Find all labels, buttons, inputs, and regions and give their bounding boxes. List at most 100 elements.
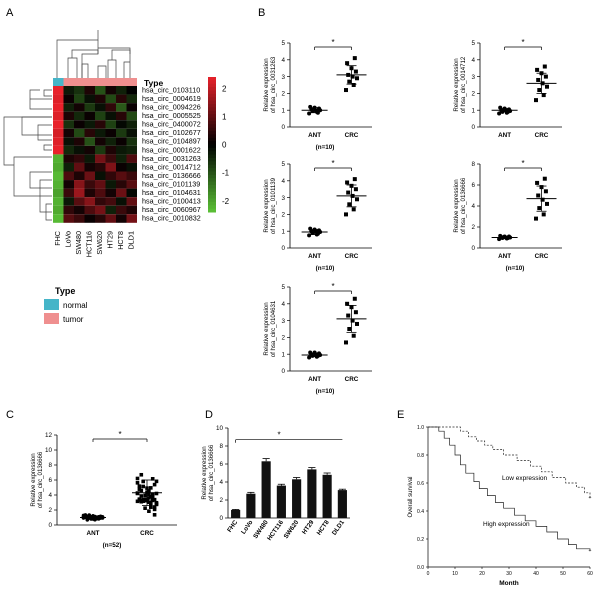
colorbar-segment bbox=[208, 205, 216, 210]
data-point-crc bbox=[353, 69, 358, 74]
colorbar-segment bbox=[208, 80, 216, 85]
gene-label: hsa_circ_0100413 bbox=[142, 197, 201, 206]
heatmap-cell bbox=[116, 128, 127, 138]
data-point-crc bbox=[344, 212, 348, 217]
x-tick-label: 20 bbox=[479, 571, 485, 577]
y-tick-label: 2 bbox=[48, 507, 52, 514]
data-point-crc bbox=[347, 202, 352, 207]
colorbar-tick-label: 2 bbox=[222, 84, 227, 93]
heatmap-cell bbox=[116, 188, 127, 198]
heatmap-cell bbox=[53, 180, 64, 189]
y-tick-label: 6 bbox=[48, 477, 52, 484]
heatmap-cell bbox=[74, 197, 85, 206]
series-label-low: Low expression bbox=[502, 475, 548, 482]
heatmap-cell bbox=[84, 94, 95, 104]
sample-label: HCT116 bbox=[85, 231, 94, 257]
significance-marker: * bbox=[331, 38, 334, 47]
y-tick-label: 4 bbox=[219, 479, 223, 486]
heatmap-cell bbox=[84, 162, 95, 172]
x-tick-label: CRC bbox=[345, 376, 359, 383]
data-point-crc bbox=[355, 76, 359, 81]
x-tick-label: 10 bbox=[452, 571, 458, 577]
data-point-crc bbox=[352, 177, 357, 182]
x-tick-label: 30 bbox=[506, 571, 512, 577]
data-point-crc bbox=[350, 74, 355, 79]
heatmap-cell bbox=[105, 86, 116, 95]
data-point-crc bbox=[353, 310, 358, 315]
x-tick-label: 40 bbox=[533, 571, 539, 577]
y-tick-label: 0.6 bbox=[417, 481, 424, 487]
data-point-crc bbox=[355, 197, 359, 202]
y-tick-label: 3 bbox=[471, 74, 475, 81]
colorbar-segment bbox=[208, 100, 216, 105]
heatmap-cell bbox=[116, 214, 127, 223]
y-tick-label: 0.2 bbox=[417, 537, 424, 543]
data-point-ant bbox=[498, 233, 503, 238]
legend-label-tumor: tumor bbox=[63, 315, 84, 324]
heatmap-cell bbox=[116, 86, 127, 95]
data-point-ant bbox=[308, 104, 313, 109]
y-tick-label: 1 bbox=[281, 107, 285, 114]
heatmap-cell bbox=[126, 111, 137, 121]
x-tick-label: ANT bbox=[308, 376, 321, 383]
heatmap-cell bbox=[63, 103, 74, 112]
bar-sw480 bbox=[261, 461, 271, 518]
heatmap-cell bbox=[105, 94, 116, 104]
heatmap-cell bbox=[105, 128, 116, 138]
sample-label: FHC bbox=[53, 231, 62, 246]
heatmap-cell bbox=[126, 145, 137, 155]
y-tick-label: 5 bbox=[281, 40, 285, 47]
y-tick-label: 5 bbox=[281, 284, 285, 291]
y-tick-label: 4 bbox=[471, 57, 475, 64]
y-tick-label: 0.4 bbox=[417, 509, 424, 515]
scatter-plot-5: 0 2 4 6 8 10 12 Relative expression of hsa_circ_… bbox=[30, 430, 177, 549]
data-point-crc bbox=[141, 497, 145, 502]
heatmap-cell bbox=[74, 205, 85, 215]
heatmap-legend: normal tumor bbox=[44, 299, 88, 324]
y-tick-label: 6 bbox=[471, 182, 475, 189]
scatter-plot-0: 0 1 2 3 4 5 Relative expression of hsa_circ_003… bbox=[263, 38, 372, 151]
y-axis-label: of hsa_circ_0104631 bbox=[270, 300, 277, 357]
data-point-crc bbox=[150, 495, 155, 500]
heatmap-cell bbox=[63, 120, 74, 129]
data-point-crc bbox=[542, 64, 547, 69]
y-axis-label: Relative expression bbox=[453, 179, 460, 232]
heatmap-cell bbox=[126, 197, 137, 206]
data-point-crc bbox=[147, 489, 151, 493]
legend-swatch-normal bbox=[44, 299, 59, 310]
heatmap-cell bbox=[63, 214, 74, 223]
y-axis-label: Relative expression bbox=[263, 179, 270, 232]
data-point-crc bbox=[543, 74, 548, 79]
sample-label: HT29 bbox=[106, 231, 115, 249]
y-axis-label: of hsa_circ_0136666 bbox=[460, 177, 467, 234]
heatmap-cell bbox=[105, 111, 116, 121]
data-point-crc bbox=[150, 492, 155, 496]
data-point-crc bbox=[152, 497, 157, 502]
y-tick-label: 2 bbox=[281, 212, 285, 219]
y-tick-label: 1 bbox=[281, 228, 285, 235]
gene-label: hsa_circ_0005525 bbox=[142, 111, 201, 120]
heatmap-cell bbox=[84, 205, 95, 215]
heatmap-cell bbox=[53, 86, 64, 95]
colorbar-segment bbox=[208, 188, 216, 193]
sample-size-label: (n=10) bbox=[316, 265, 335, 272]
y-axis-label: Relative expression bbox=[201, 446, 208, 499]
data-point-crc bbox=[351, 333, 356, 338]
censor-mark: + bbox=[589, 495, 592, 501]
data-point-crc bbox=[534, 216, 538, 221]
data-point-crc bbox=[345, 61, 350, 66]
colorbar-segment bbox=[208, 168, 216, 172]
heatmap-cell bbox=[74, 111, 85, 121]
heatmap-cell bbox=[95, 137, 106, 146]
y-tick-label: 1 bbox=[281, 351, 285, 358]
gene-label: hsa_circ_0001622 bbox=[142, 145, 201, 154]
colorbar-segment bbox=[208, 181, 216, 186]
heatmap-cell bbox=[53, 137, 64, 146]
heatmap-cell bbox=[63, 171, 74, 181]
heatmap-cell bbox=[95, 171, 106, 181]
heatmap-cell bbox=[116, 120, 127, 129]
data-point-crc bbox=[135, 481, 140, 485]
data-point-crc bbox=[541, 93, 546, 98]
data-point-crc bbox=[149, 486, 153, 490]
